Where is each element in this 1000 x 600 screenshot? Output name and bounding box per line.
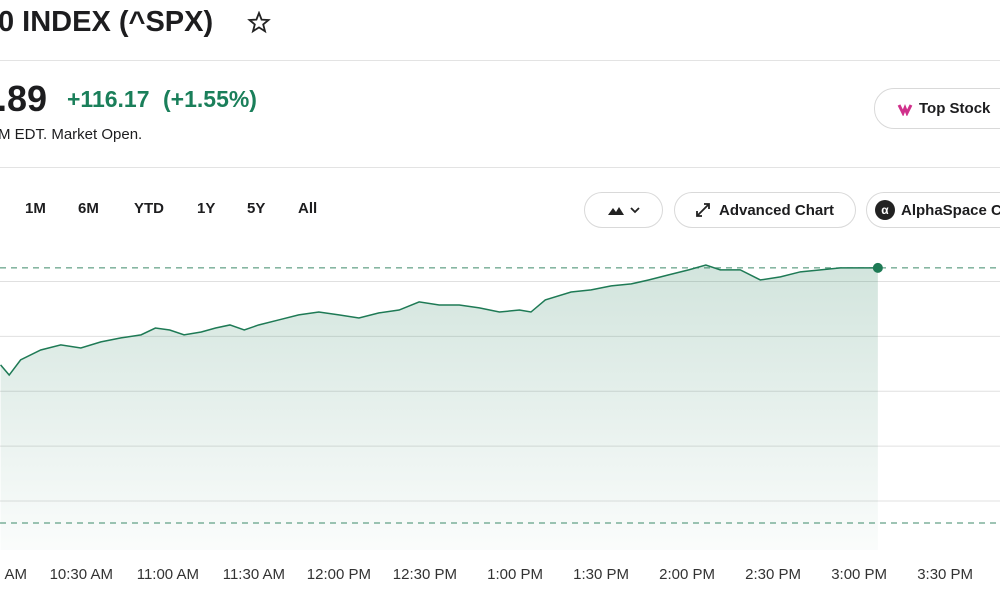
last-point: [872, 262, 883, 273]
advanced-chart-button[interactable]: Advanced Chart: [674, 192, 856, 228]
x-tick-label: AM: [4, 566, 27, 583]
chart-type-button[interactable]: [584, 192, 663, 228]
top-stocks-button[interactable]: Top Stock: [874, 88, 1000, 129]
divider: [0, 60, 1000, 61]
button-label: Advanced Chart: [719, 201, 835, 219]
x-tick-label: 2:30 PM: [745, 566, 801, 583]
x-tick-label: 12:30 PM: [393, 566, 457, 583]
icon: [696, 203, 710, 217]
watchlist-star[interactable]: [247, 11, 271, 35]
range-tab[interactable]: 1M: [25, 200, 46, 217]
range-tab[interactable]: 1Y: [197, 200, 216, 217]
svg-text:α: α: [881, 203, 889, 217]
price: .89: [0, 78, 48, 119]
x-tick-label: 3:30 PM: [917, 566, 973, 583]
range-tab[interactable]: 5Y: [247, 200, 266, 217]
x-tick-label: 1:00 PM: [487, 566, 543, 583]
x-tick-label: 3:00 PM: [831, 566, 887, 583]
x-tick-label: 11:30 AM: [223, 566, 285, 583]
alphaspace-button[interactable]: α AlphaSpace C: [866, 192, 1000, 228]
x-tick-label: 2:00 PM: [659, 566, 715, 583]
x-tick-label: 1:30 PM: [573, 566, 629, 583]
change: +116.17: [67, 86, 150, 112]
title: 0 INDEX (^SPX): [0, 6, 214, 38]
x-tick-label: 12:00 PM: [307, 566, 371, 583]
range-tab[interactable]: YTD: [134, 200, 164, 217]
button-label: AlphaSpace C: [901, 201, 1000, 219]
market-status: M EDT. Market Open.: [0, 126, 143, 143]
divider: [0, 167, 1000, 168]
price-line: [0, 264, 878, 377]
button-label: Top Stock: [919, 100, 991, 117]
x-tick-label: 10:30 AM: [50, 566, 113, 583]
range-tab[interactable]: 6M: [78, 200, 99, 217]
icon: [607, 207, 640, 215]
range-tab[interactable]: All: [298, 200, 318, 217]
x-tick-label: 11:00 AM: [137, 566, 199, 583]
icon: [897, 103, 913, 116]
icon: α: [875, 200, 895, 220]
change-percent: (+1.55%): [163, 86, 257, 112]
area-fill: [0, 265, 878, 550]
